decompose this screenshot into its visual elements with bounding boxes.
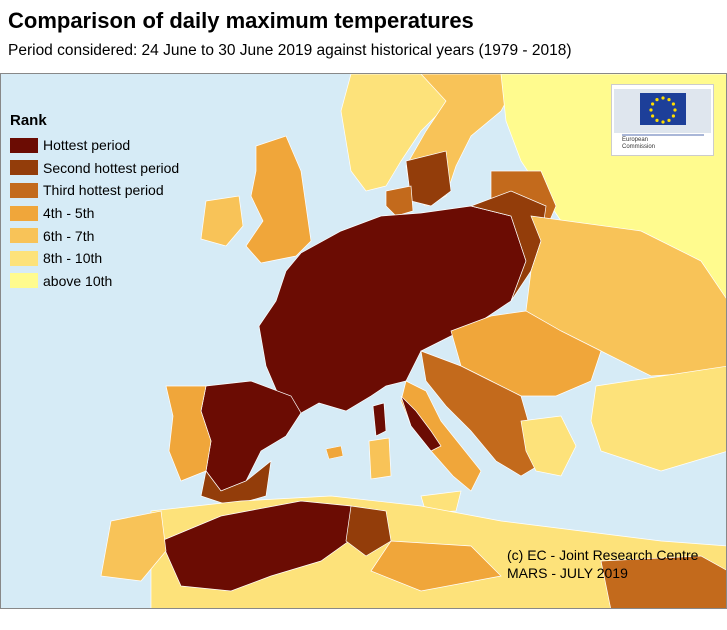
region-sardinia	[368, 437, 392, 480]
legend-label: Second hottest period	[43, 159, 180, 176]
region-great-britain	[245, 135, 312, 264]
map-legend: Rank Hottest period Second hottest perio…	[10, 112, 210, 292]
legend-label: 4th - 5th	[43, 205, 95, 222]
map-title: Comparison of daily maximum temperatures	[8, 8, 474, 33]
legend-label: 6th - 7th	[43, 227, 95, 244]
logo-text-line: European	[622, 137, 649, 143]
legend-label: 8th - 10th	[43, 250, 103, 267]
legend-swatch	[10, 137, 38, 153]
region-balkans	[420, 350, 547, 477]
legend-item: 4th - 5th	[10, 202, 210, 225]
european-commission-logo: European Commission	[611, 84, 714, 156]
temperature-rank-map	[0, 73, 727, 609]
legend-item: above 10th	[10, 270, 210, 293]
region-libya	[370, 540, 502, 592]
legend-swatch	[10, 182, 38, 198]
legend-item: Hottest period	[10, 134, 210, 157]
logo-text: European Commission	[622, 137, 655, 151]
credit-line: MARS - JULY 2019	[507, 565, 628, 581]
region-balearic	[325, 445, 344, 460]
region-ukraine-belarus	[525, 215, 726, 377]
legend-item: Second hottest period	[10, 157, 210, 180]
region-italy	[400, 380, 482, 492]
region-denmark	[385, 185, 414, 217]
legend-label: Hottest period	[43, 137, 131, 154]
legend-item: 8th - 10th	[10, 247, 210, 270]
region-turkey	[590, 365, 726, 472]
legend-label: Third hottest period	[43, 182, 164, 199]
region-greece	[520, 415, 577, 477]
legend-title: Rank	[10, 112, 47, 129]
legend-label: above 10th	[43, 272, 113, 289]
region-ireland	[200, 195, 244, 247]
region-morocco	[100, 510, 167, 582]
legend-swatch	[10, 205, 38, 221]
legend-item: Third hottest period	[10, 179, 210, 202]
legend-swatch	[10, 273, 38, 289]
map-credit: (c) EC - Joint Research Centre MARS - JU…	[507, 546, 698, 582]
region-tunisia	[345, 505, 392, 557]
region-egypt-east	[600, 555, 726, 608]
region-italy-west-coast	[400, 395, 442, 452]
map-canvas	[1, 74, 726, 608]
eu-flag-icon	[614, 89, 711, 136]
legend-swatch	[10, 160, 38, 176]
logo-text-line: Commission	[622, 144, 656, 150]
region-algeria-hot	[160, 500, 357, 592]
map-subtitle: Period considered: 24 June to 30 June 20…	[8, 42, 572, 59]
credit-line: (c) EC - Joint Research Centre	[507, 547, 699, 563]
region-south-iberia	[200, 460, 272, 507]
legend-item: 6th - 7th	[10, 224, 210, 247]
legend-swatch	[10, 228, 38, 244]
legend-swatch	[10, 250, 38, 266]
region-corsica	[372, 402, 387, 437]
